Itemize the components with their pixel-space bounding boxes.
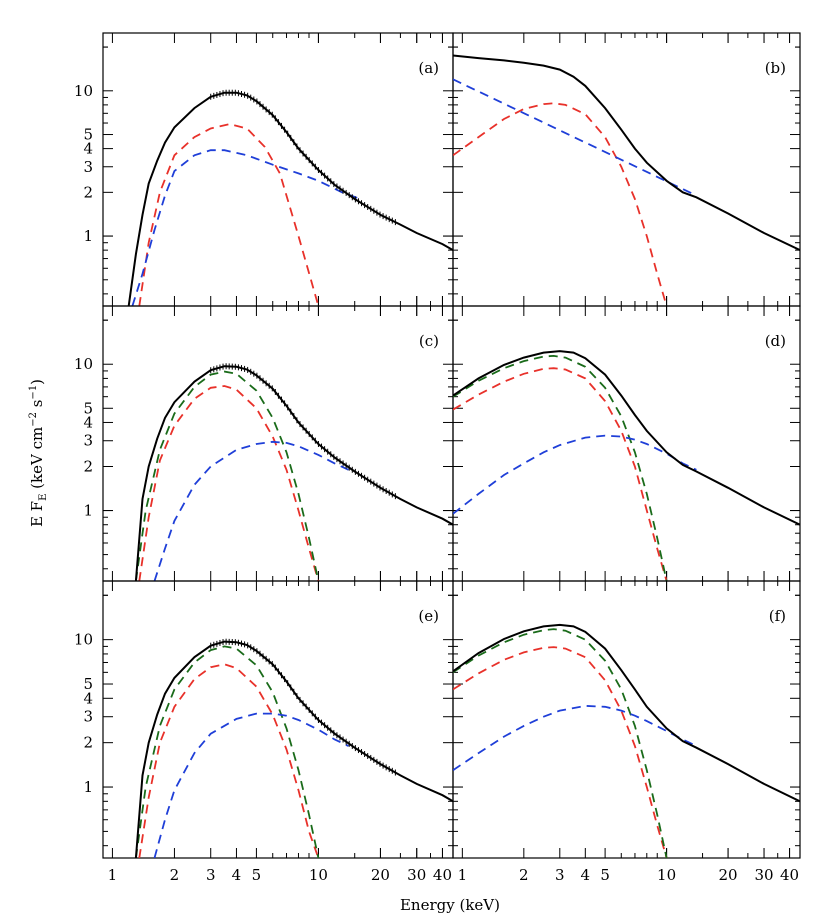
panel-a: 1 2 345 10 (a) (74, 32, 454, 307)
x-tick-label: 4 (581, 866, 591, 884)
y-tick-label: 1 (83, 227, 93, 245)
x-tick-label: 5 (252, 866, 262, 884)
panel-label: (f) (769, 607, 786, 625)
panel-frame (452, 580, 801, 859)
total-model-line (453, 54, 800, 252)
panel-label: (b) (765, 59, 786, 77)
panel-frame (452, 32, 801, 307)
green-component-line (453, 628, 668, 858)
x-tick-label: 30 (754, 866, 773, 884)
y-tick-label: 5 (83, 399, 93, 417)
x-tick-label: 3 (555, 866, 565, 884)
total-model-line (127, 91, 453, 306)
x-tick-label: 5 (600, 866, 610, 884)
y-tick-label: 4 (83, 413, 93, 431)
plot-area (127, 89, 453, 306)
plot-area (134, 363, 453, 581)
panel-label: (e) (418, 607, 439, 625)
red-component-line (453, 367, 668, 581)
y-tick-label: 10 (74, 355, 93, 373)
y-tick-label: 10 (74, 631, 93, 649)
blue-component-line (131, 149, 361, 306)
total-model-line (453, 623, 800, 803)
green-component-line (135, 645, 320, 858)
total-model-line (134, 640, 453, 858)
y-tick-label: 2 (83, 734, 93, 752)
x-tick-label: 4 (232, 866, 242, 884)
red-component-line (453, 102, 668, 306)
total-model-line (134, 365, 453, 581)
panel-c: 1 2 345 10 (c) (74, 305, 454, 582)
x-tick-label: 1 (458, 866, 468, 884)
y-tick-label: 3 (83, 432, 93, 450)
plot-area (453, 54, 800, 306)
y-tick-label: 1 (83, 502, 93, 520)
red-component-line (138, 663, 320, 858)
y-tick-label: 2 (83, 183, 93, 201)
blue-component-line (453, 434, 697, 515)
panel-f: 1 2 3 4 5 10 20 30 40 (f) (452, 580, 801, 884)
green-component-line (453, 354, 668, 581)
y-tick-label: 2 (83, 458, 93, 476)
blue-component-line (453, 78, 697, 197)
red-component-line (138, 385, 320, 581)
x-tick-label: 40 (780, 866, 799, 884)
x-tick-label: 20 (719, 866, 738, 884)
total-model-line (453, 350, 800, 526)
panel-b: (b) (452, 32, 801, 307)
x-tick-label: 3 (206, 866, 216, 884)
blue-component-line (453, 704, 697, 771)
x-tick-label: 20 (371, 866, 390, 884)
y-tick-label: 1 (83, 778, 93, 796)
y-tick-label: 3 (83, 708, 93, 726)
panel-frame (452, 305, 801, 582)
x-tick-label: 2 (170, 866, 180, 884)
panel-label: (a) (418, 59, 439, 77)
x-tick-label: 10 (657, 866, 676, 884)
plot-area (453, 350, 800, 581)
panel-d: (d) (452, 305, 801, 582)
green-component-line (135, 370, 320, 581)
x-tick-label: 40 (433, 866, 452, 884)
panel-label: (d) (765, 332, 786, 350)
y-tick-label: 5 (83, 126, 93, 144)
x-tick-label: 1 (108, 866, 118, 884)
y-tick-label: 5 (83, 675, 93, 693)
plot-area (453, 623, 800, 858)
plot-area (134, 638, 453, 858)
y-tick-label: 4 (83, 689, 93, 707)
red-component-line (453, 646, 668, 858)
x-axis-label: Energy (keV) (400, 896, 500, 914)
y-tick-label: 4 (83, 140, 93, 158)
y-tick-label: 10 (74, 82, 93, 100)
blue-component-line (153, 440, 349, 581)
blue-component-line (153, 712, 349, 858)
x-tick-label: 2 (519, 866, 529, 884)
red-component-line (138, 123, 320, 306)
y-axis-label: E FE (keV cm−2 s−1) (28, 379, 49, 527)
panel-label: (c) (419, 332, 439, 350)
x-tick-label: 30 (407, 866, 426, 884)
y-tick-label: 3 (83, 158, 93, 176)
x-tick-label: 10 (309, 866, 328, 884)
